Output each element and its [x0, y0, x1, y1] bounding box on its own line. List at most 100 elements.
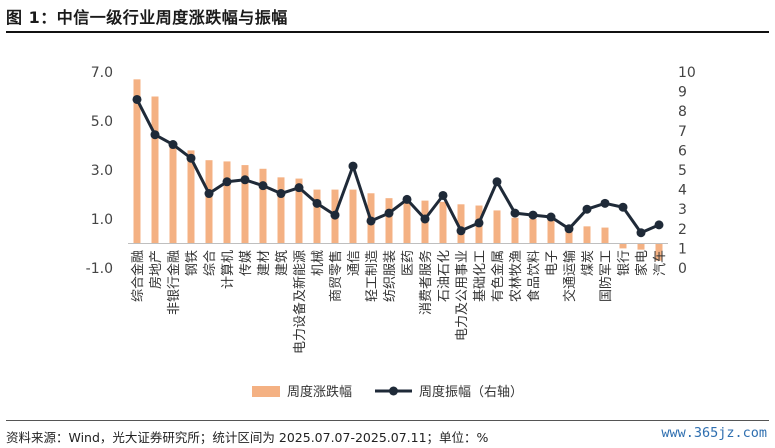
amplitude-point	[366, 216, 376, 226]
amplitude-point	[132, 94, 142, 104]
bar	[493, 210, 501, 244]
bar	[511, 217, 519, 244]
category-label: 非银行金融	[166, 250, 182, 315]
amplitude-point	[150, 130, 160, 140]
category-label: 银行	[617, 250, 632, 276]
bar	[151, 96, 159, 244]
amplitude-point	[474, 218, 484, 228]
legend-bar-swatch	[252, 386, 280, 397]
right-tick-label: 8	[678, 104, 687, 120]
amplitude-point	[582, 204, 592, 214]
left-tick-label: 5.0	[91, 114, 113, 130]
category-label: 通信	[347, 250, 362, 276]
category-label: 电子	[545, 250, 560, 276]
amplitude-point	[240, 175, 250, 185]
bar	[223, 161, 231, 244]
left-tick-label: 3.0	[91, 163, 113, 179]
category-label: 建材	[257, 250, 272, 276]
category-label: 医药	[401, 250, 416, 276]
bar-series	[133, 79, 663, 261]
bar	[205, 160, 213, 244]
line-series	[132, 94, 664, 238]
bar	[385, 198, 393, 244]
footer-rule	[6, 420, 769, 421]
category-label: 传媒	[239, 250, 254, 276]
bar	[655, 243, 663, 261]
legend-bar-label: 周度涨跌幅	[287, 384, 352, 400]
amplitude-point	[600, 198, 610, 208]
bar	[259, 168, 267, 244]
category-label: 机械	[311, 250, 326, 276]
right-tick-label: 7	[678, 124, 687, 140]
right-tick-label: 0	[678, 261, 687, 277]
category-labels: 综合金融 房地产 非银行金融 钢铁 综合 计算机 传媒 建材 建筑 电力设备及新能源 机械 商贸零售通…	[130, 250, 668, 354]
amplitude-point	[384, 208, 394, 218]
amplitude-point	[204, 189, 214, 199]
left-axis: 7.0 5.0 3.0 1.0 -1.0	[86, 65, 113, 277]
category-label: 商贸零售	[328, 250, 344, 302]
bar	[637, 243, 645, 250]
amplitude-point	[276, 189, 286, 199]
category-label: 石油石化	[437, 250, 452, 302]
amplitude-point	[492, 177, 502, 187]
bar	[187, 150, 195, 244]
bar	[295, 178, 303, 244]
right-tick-label: 4	[678, 183, 687, 199]
right-tick-label: 6	[678, 143, 687, 159]
bar	[547, 220, 555, 244]
category-label: 纺织服装	[383, 250, 398, 302]
category-label: 轻工制造	[365, 250, 380, 302]
amplitude-point	[258, 181, 268, 191]
amplitude-point	[186, 153, 196, 163]
amplitude-point	[168, 140, 178, 150]
category-label: 汽车	[652, 250, 668, 276]
amplitude-line	[135, 98, 660, 235]
watermark: www.365jz.com	[661, 425, 767, 441]
amplitude-point	[636, 228, 646, 238]
bar	[169, 145, 177, 244]
bar	[277, 177, 285, 244]
amplitude-point	[348, 161, 358, 171]
category-label: 食品饮料	[526, 250, 542, 302]
bar	[241, 165, 249, 244]
left-tick-label: 1.0	[91, 212, 113, 228]
category-label: 房地产	[148, 250, 164, 289]
amplitude-point	[438, 190, 448, 200]
amplitude-point	[510, 208, 520, 218]
left-tick-label: -1.0	[86, 261, 113, 277]
bar	[133, 79, 141, 244]
right-tick-label: 3	[678, 202, 687, 218]
category-label: 建筑	[274, 250, 290, 276]
amplitude-point	[456, 226, 466, 236]
category-label: 煤炭	[581, 250, 596, 276]
legend-line-label: 周度振幅（右轴）	[419, 384, 523, 400]
amplitude-point	[312, 198, 322, 208]
bar	[313, 189, 321, 244]
right-tick-label: 10	[678, 65, 696, 81]
title-rule	[6, 31, 769, 33]
category-label: 钢铁	[185, 250, 200, 276]
right-tick-label: 5	[678, 163, 687, 179]
left-tick-label: 7.0	[91, 65, 113, 81]
category-label: 综合金融	[130, 250, 146, 302]
amplitude-point	[618, 202, 628, 212]
bar	[439, 201, 447, 244]
bar	[349, 189, 357, 244]
amplitude-point	[546, 212, 556, 222]
bar	[619, 243, 627, 249]
category-label: 综合	[203, 250, 218, 276]
right-tick-label: 2	[678, 222, 687, 238]
amplitude-point	[330, 210, 340, 220]
bar	[403, 199, 411, 244]
legend-line-marker	[389, 386, 398, 396]
amplitude-point	[420, 214, 430, 224]
bar	[601, 227, 609, 244]
source-note: 资料来源：Wind，光大证券研究所；统计区间为 2025.07.07-2025.…	[6, 430, 489, 445]
amplitude-point	[564, 224, 574, 234]
category-label: 家电	[634, 250, 650, 276]
amplitude-point	[654, 220, 664, 230]
legend: 周度涨跌幅 周度振幅（右轴）	[252, 384, 523, 400]
category-label: 消费者服务	[418, 250, 434, 315]
bar	[457, 204, 465, 244]
category-label: 计算机	[221, 250, 236, 289]
